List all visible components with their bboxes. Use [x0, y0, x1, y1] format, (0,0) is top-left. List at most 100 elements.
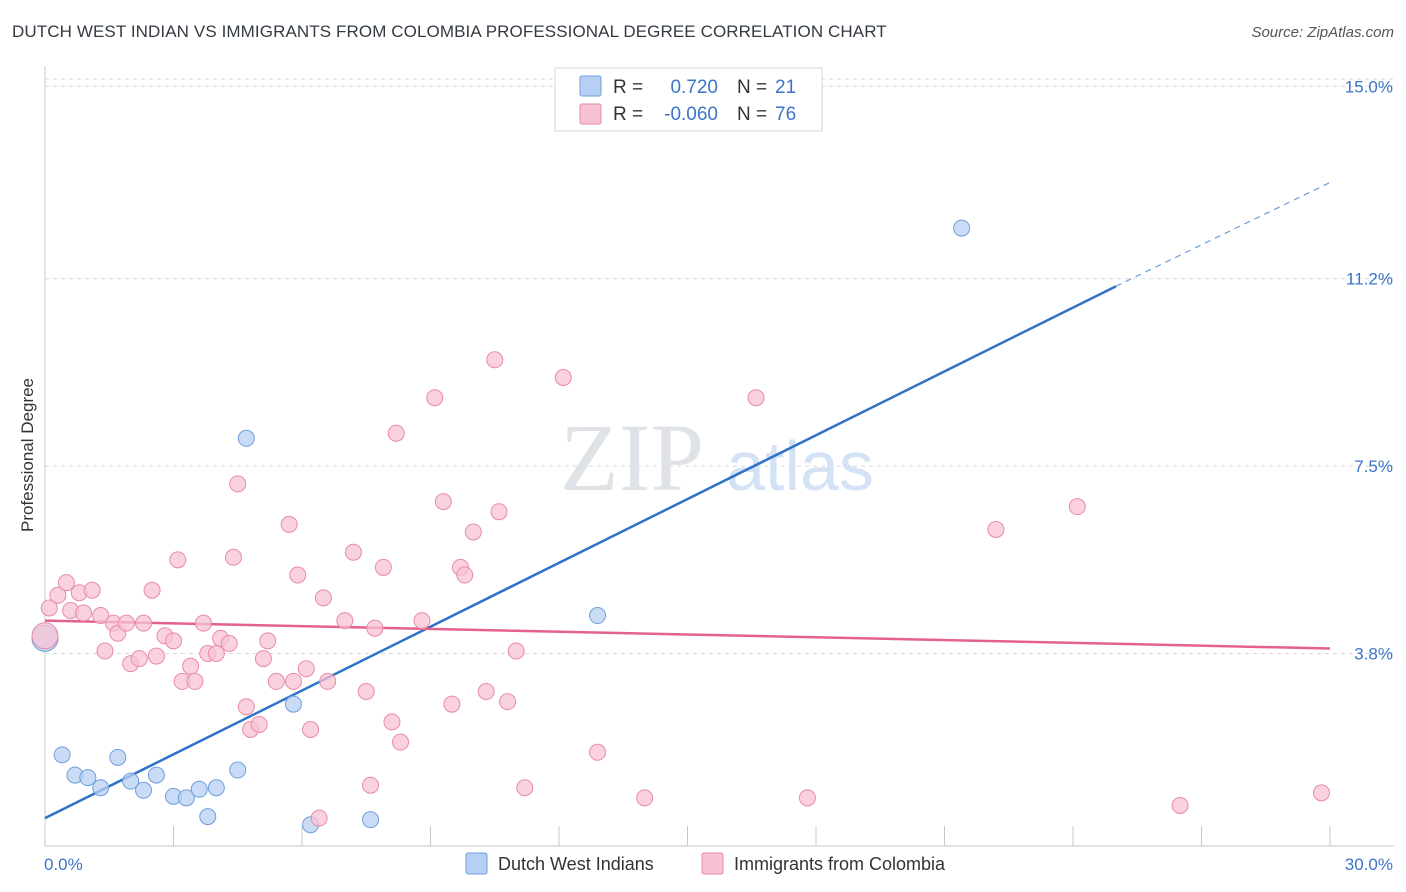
data-point-pink [636, 789, 654, 807]
data-point-blue [207, 779, 225, 797]
data-point-pink [254, 650, 272, 668]
data-point-pink [1312, 784, 1330, 802]
data-point-blue [362, 811, 380, 829]
watermark-atlas: atlas [726, 427, 874, 505]
data-point-pink [413, 612, 431, 630]
data-point-blue [229, 761, 247, 779]
data-point-blue [199, 808, 217, 826]
data-point-pink [362, 776, 380, 794]
data-point-pink [357, 683, 375, 701]
data-point-pink [383, 713, 401, 731]
data-point-pink [1171, 796, 1189, 814]
data-point-pink [499, 693, 517, 711]
data-point-pink [434, 493, 452, 511]
data-point-pink [464, 523, 482, 541]
data-point-pink [229, 475, 247, 493]
trend-line-pink [44, 619, 1331, 650]
data-point-pink [310, 809, 328, 827]
data-point-pink [374, 558, 392, 576]
data-point-blue [953, 219, 971, 237]
data-point-pink [117, 614, 135, 632]
data-point-pink [182, 657, 200, 675]
data-point-pink [250, 715, 268, 733]
data-point-pink [507, 642, 525, 660]
data-point-blue [177, 789, 195, 807]
data-point-blue [53, 746, 71, 764]
legend-swatch-pink [579, 103, 602, 125]
data-point-pink [75, 604, 93, 622]
data-point-blue [79, 769, 97, 787]
data-point-pink [302, 721, 320, 739]
data-point-pink [280, 515, 298, 533]
y-tick-label: 3.8% [1354, 645, 1393, 664]
x-tick-label: 0.0% [44, 855, 83, 874]
data-point-blue [237, 429, 255, 447]
bottom-legend-swatch-pink [701, 852, 724, 875]
y-tick-labels: 3.8% 7.5% 11.2% 15.0% [1345, 77, 1393, 663]
data-points [31, 219, 1330, 834]
data-point-pink [366, 619, 384, 637]
watermark-zip: ZIP [560, 404, 704, 511]
legend-swatch-blue [579, 75, 602, 97]
legend-n-value-pink: 76 [775, 104, 796, 125]
grid-lines [45, 78, 1394, 655]
watermark: ZIP atlas [560, 404, 874, 511]
data-point-blue [147, 766, 165, 784]
data-point-pink [83, 581, 101, 599]
data-point-pink [747, 389, 765, 407]
data-point-pink [284, 672, 302, 690]
trend-line-extension-blue [1115, 181, 1331, 287]
legend-r-label-pink: R = [613, 104, 643, 125]
data-point-pink [516, 779, 534, 797]
data-point-pink [186, 672, 204, 690]
correlation-legend: R = 0.720 N = 21 R = -0.060 N = 76 [554, 67, 823, 132]
legend-n-value-blue: 21 [775, 77, 796, 98]
trend-lines [44, 181, 1331, 820]
data-point-pink [49, 586, 67, 604]
data-point-pink [194, 614, 212, 632]
data-point-pink [135, 614, 153, 632]
data-point-pink [92, 607, 110, 625]
data-point-pink [456, 566, 474, 584]
data-point-pink [207, 645, 225, 663]
data-point-pink [259, 632, 277, 650]
data-point-pink [344, 543, 362, 561]
data-point-pink [289, 566, 307, 584]
series-legend: Dutch West Indians Immigrants from Colom… [465, 852, 946, 875]
data-point-pink [224, 548, 242, 566]
data-point-pink [486, 351, 504, 369]
y-axis-label: Professional Degree [18, 378, 37, 532]
bottom-legend-swatch-blue [465, 852, 488, 875]
data-point-pink [31, 622, 59, 650]
data-point-pink [40, 599, 58, 617]
x-tick-labels: 0.0% 30.0% [44, 855, 1393, 874]
data-point-pink [130, 650, 148, 668]
data-point-pink [237, 698, 255, 716]
data-point-pink [165, 632, 182, 650]
data-point-pink [143, 581, 161, 599]
data-point-pink [220, 634, 238, 652]
data-point-pink [147, 647, 165, 665]
data-point-pink [392, 733, 410, 751]
legend-n-label-blue: N = [737, 77, 767, 98]
data-point-pink [798, 789, 816, 807]
y-tick-label: 11.2% [1346, 270, 1393, 289]
data-point-pink [443, 695, 461, 713]
data-point-pink [477, 683, 495, 701]
data-point-pink [319, 672, 337, 690]
y-tick-label: 15.0% [1345, 77, 1393, 96]
legend-n-label-pink: N = [737, 104, 767, 125]
data-point-pink [267, 672, 285, 690]
data-point-pink [169, 551, 187, 569]
x-tick-label: 30.0% [1345, 855, 1393, 874]
data-point-blue [135, 781, 153, 799]
data-point-blue [589, 607, 607, 625]
data-point-pink [490, 503, 508, 521]
data-point-pink [387, 424, 405, 442]
data-point-pink [426, 389, 444, 407]
y-tick-label: 7.5% [1354, 457, 1393, 476]
data-point-blue [284, 695, 302, 713]
data-point-pink [554, 368, 572, 386]
bottom-legend-label-blue: Dutch West Indians [498, 854, 654, 874]
